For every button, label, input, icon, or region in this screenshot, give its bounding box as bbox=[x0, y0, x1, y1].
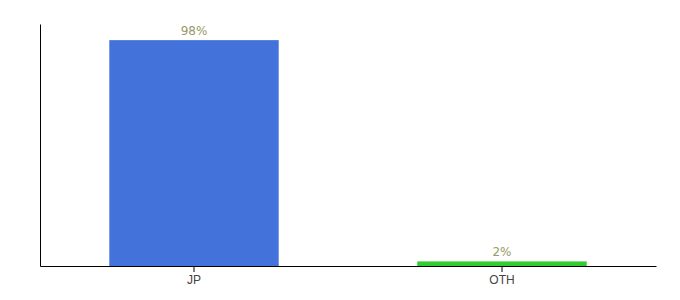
x-axis-line bbox=[41, 266, 657, 267]
plot: JP OTH 98% 2% bbox=[41, 24, 657, 286]
x-tick-label: JP bbox=[187, 273, 201, 287]
x-tick-mark bbox=[194, 266, 195, 272]
chart: JP OTH 98% 2% bbox=[0, 0, 680, 300]
data-label: 2% bbox=[492, 245, 511, 259]
bar bbox=[109, 40, 278, 266]
x-axis: JP OTH bbox=[41, 266, 657, 287]
data-labels: 98% 2% bbox=[181, 24, 512, 259]
x-tick: JP bbox=[187, 266, 201, 287]
y-axis-line bbox=[40, 25, 41, 267]
x-tick: OTH bbox=[489, 266, 514, 287]
bar bbox=[417, 261, 586, 266]
y-axis bbox=[40, 25, 41, 267]
data-label: 98% bbox=[181, 24, 208, 38]
bars bbox=[109, 40, 586, 266]
x-tick-label: OTH bbox=[489, 273, 514, 287]
x-tick-mark bbox=[502, 266, 503, 272]
